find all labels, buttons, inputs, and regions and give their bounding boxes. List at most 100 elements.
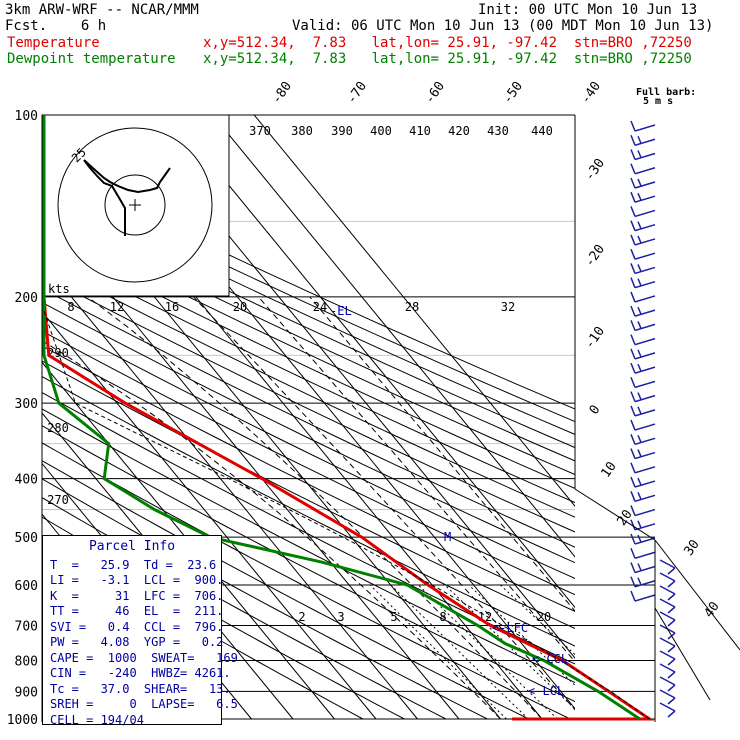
theta-label: 400 xyxy=(370,124,392,138)
wind-barb xyxy=(659,572,676,582)
pressure-label-600: 600 xyxy=(15,579,38,594)
legend-temperature: Temperature xyxy=(7,35,100,51)
theta-label: 430 xyxy=(487,124,509,138)
wind-barb xyxy=(634,537,656,545)
mixing-ratio-label: 20 xyxy=(233,300,247,314)
mixing-ratio-label: 5 xyxy=(390,610,397,624)
wind-barb xyxy=(634,295,656,303)
theta-label: 270 xyxy=(47,493,69,507)
wind-barb xyxy=(659,702,676,712)
legend-dewpoint: Dewpoint temperature xyxy=(7,51,176,67)
pressure-label-200: 200 xyxy=(15,291,38,306)
wind-barb xyxy=(634,437,656,446)
lcl-marker: <-LCL xyxy=(528,684,564,698)
wind-barb xyxy=(634,551,656,559)
parcel-info-row: T = 25.9 Td = 23.6 xyxy=(50,557,217,572)
wind-barb xyxy=(634,309,656,317)
wind-barb xyxy=(634,252,656,260)
hodograph-trace xyxy=(83,159,171,236)
mixing-ratio-label: 16 xyxy=(165,300,179,314)
wind-barb xyxy=(634,423,656,431)
wind-barb xyxy=(659,663,676,673)
wind-barb xyxy=(634,380,656,389)
parcel-info-row: CELL = 194/04 xyxy=(50,712,144,727)
wind-barb xyxy=(634,323,656,332)
wind-barb xyxy=(659,598,676,608)
wind-barb xyxy=(634,594,656,602)
barb-legend-title: Full barb: xyxy=(636,87,696,98)
parcel-path xyxy=(43,310,650,720)
isotherm-label: 0 xyxy=(587,402,604,417)
wind-barb xyxy=(659,650,676,660)
wind-barbs xyxy=(630,120,676,718)
wind-barb xyxy=(634,181,656,189)
wind-barb xyxy=(634,209,656,218)
pressure-label-900: 900 xyxy=(15,685,38,700)
pressure-label-1000: 1000 xyxy=(7,713,38,728)
barb-legend-units: 5 m s xyxy=(643,96,673,107)
isotherm-label: 30 xyxy=(681,537,702,558)
theta-label: 280 xyxy=(47,421,69,435)
parcel-info-row: TT = 46 EL = 211. xyxy=(50,604,224,618)
isotherm-label: -80 xyxy=(269,79,295,107)
hodograph-units: kts xyxy=(48,282,70,296)
m-marker: M xyxy=(444,530,451,544)
wind-barb xyxy=(659,676,676,686)
mixing-ratio-label: 20 xyxy=(537,610,551,624)
isotherm-label: 40 xyxy=(701,599,722,620)
wind-barb xyxy=(634,451,656,460)
isotherm-label: 10 xyxy=(598,459,619,480)
pressure-label-800: 800 xyxy=(15,654,38,669)
wind-barb xyxy=(634,565,656,574)
pressure-label-300: 300 xyxy=(15,397,38,412)
forecast-hour: Fcst. 6 h xyxy=(5,18,107,34)
isotherm-label: 20 xyxy=(614,507,635,528)
mixing-ratio-label: 2 xyxy=(298,610,305,624)
mixing-ratio-label: 24 xyxy=(313,300,327,314)
legend-dewpoint-info: x,y=512.34, 7.83 lat,lon= 25.91, -97.42 … xyxy=(203,51,692,67)
wind-barb xyxy=(634,352,656,360)
pressure-label-400: 400 xyxy=(15,473,38,488)
wind-barb xyxy=(634,124,656,132)
mixing-ratio-lines xyxy=(369,584,575,720)
mixing-ratio-label: 3 xyxy=(337,610,344,624)
wind-barb xyxy=(634,409,656,417)
parcel-info-panel: Parcel Info T = 25.9 Td = 23.6 LI = -3.1 … xyxy=(42,535,238,727)
wind-barb xyxy=(634,337,656,346)
valid-time: Valid: 06 UTC Mon 10 Jun 13 (00 MDT Mon … xyxy=(292,18,714,34)
el-marker: -EL xyxy=(330,304,352,318)
mixing-ratio-label: 12 xyxy=(110,300,124,314)
isotherm-label: -10 xyxy=(582,324,608,352)
dry-adiabats xyxy=(42,163,575,720)
parcel-info-title: Parcel Info xyxy=(88,539,176,554)
isotherm-label: -40 xyxy=(578,79,604,107)
mixing-ratio-label: 8 xyxy=(439,610,446,624)
dewpoint-profile xyxy=(42,115,641,721)
ccl-marker: <-CCL xyxy=(532,652,568,666)
wind-barb xyxy=(634,394,656,403)
wind-barb xyxy=(634,508,656,517)
isotherm-label: -30 xyxy=(582,156,608,184)
wind-barb xyxy=(659,611,676,621)
wind-barb xyxy=(634,138,656,146)
isotherm-label: -50 xyxy=(500,79,526,107)
wind-barb xyxy=(659,585,676,595)
theta-label: 440 xyxy=(531,124,553,138)
wind-barb xyxy=(634,167,656,175)
wind-barb xyxy=(659,637,676,647)
mixing-ratio-label: 8 xyxy=(67,300,74,314)
mixing-ratio-label: 32 xyxy=(501,300,515,314)
wind-barb xyxy=(634,266,656,275)
wind-barb xyxy=(634,280,656,289)
legend-temperature-info: x,y=512.34, 7.83 lat,lon= 25.91, -97.42 … xyxy=(203,35,692,51)
wind-barb xyxy=(659,689,676,699)
theta-label: 370 xyxy=(249,124,271,138)
wind-barb xyxy=(659,559,676,569)
parcel-info-row: SVI = 0.4 CCL = 796. xyxy=(50,619,224,634)
parcel-info-row: SREH = 0 LAPSE= 6.5 xyxy=(50,697,238,711)
wind-barb xyxy=(634,480,656,488)
wind-barb xyxy=(634,580,656,588)
lfc-marker: <-LFC xyxy=(492,621,528,635)
